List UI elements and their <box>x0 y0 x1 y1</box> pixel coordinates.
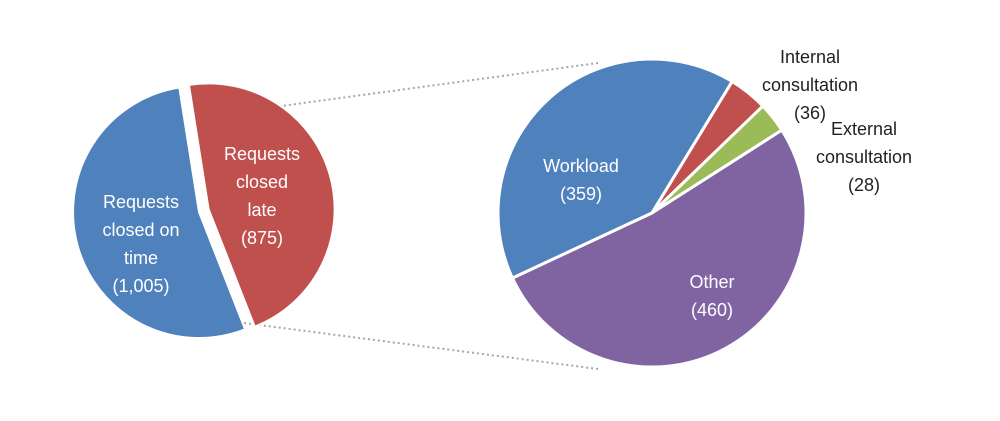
pie-labels: Requests closed on time (1,005) Requests clos… <box>102 47 912 320</box>
connector-line-bottom <box>243 322 599 370</box>
label-other-line-0: Other <box>689 272 734 292</box>
label-requests-closed-on-time-line-1: closed on <box>102 220 179 240</box>
label-internal-consultation-line-2: (36) <box>794 103 826 123</box>
right-pie <box>496 57 808 369</box>
slice-requests-closed-on-time <box>72 86 247 339</box>
label-requests-closed-late-line-2: late <box>247 200 276 220</box>
label-external-consultation-line-1: consultation <box>816 147 912 167</box>
slice-workload <box>496 57 735 281</box>
label-workload-line-1: (359) <box>560 184 602 204</box>
label-requests-closed-late-line-1: closed <box>236 172 288 192</box>
label-internal-consultation-line-0: Internal <box>780 47 840 67</box>
label-other-line-1: (460) <box>691 300 733 320</box>
label-requests-closed-late-line-3: (875) <box>241 228 283 248</box>
label-workload-line-0: Workload <box>543 156 619 176</box>
left-pie <box>72 82 336 339</box>
label-requests-closed-on-time-line-3: (1,005) <box>112 276 169 296</box>
label-requests-closed-late-line-0: Requests <box>224 144 300 164</box>
label-requests-closed-on-time-line-2: time <box>124 248 158 268</box>
slice-requests-closed-late <box>187 82 336 328</box>
label-external-consultation-line-2: (28) <box>848 175 880 195</box>
label-external-consultation-line-0: External <box>831 119 897 139</box>
label-requests-closed-on-time-line-0: Requests <box>103 192 179 212</box>
label-internal-consultation-line-1: consultation <box>762 75 858 95</box>
slice-other <box>510 128 808 369</box>
